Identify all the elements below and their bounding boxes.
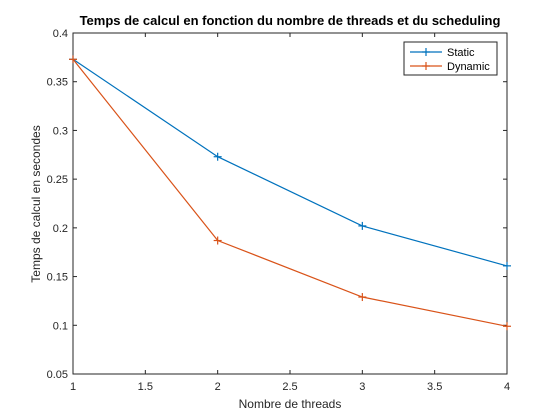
x-tick-label: 1.5 (138, 381, 153, 393)
series-line-dynamic (72, 58, 508, 327)
legend-box (403, 41, 498, 76)
y-tick-label: 0.4 (53, 28, 68, 40)
y-tick-label: 0.1 (53, 320, 68, 332)
data-point-dynamic (503, 322, 511, 331)
y-tick-label: 0.2 (53, 223, 68, 235)
legend-entry-static: Static (410, 47, 475, 59)
x-tick-label: 3 (359, 381, 365, 393)
y-tick-label: 0.25 (47, 174, 68, 186)
x-tick-label: 2 (215, 381, 221, 393)
x-tick-label: 2.5 (282, 381, 297, 393)
data-point-static (213, 152, 222, 161)
data-point-static (358, 221, 367, 230)
data-point-dynamic (358, 293, 367, 302)
series-line-static (72, 58, 508, 267)
chart-title: Temps de calcul en fonction du nombre de… (80, 13, 501, 28)
x-tick-label: 4 (504, 381, 510, 393)
data-point-static (503, 261, 511, 270)
y-axis-label: Temps de calcul en secondes (29, 125, 43, 282)
x-tick-label: 1 (70, 381, 76, 393)
y-tick-label: 0.35 (47, 77, 68, 89)
y-tick-label: 0.05 (47, 369, 68, 381)
x-tick-label: 3.5 (427, 381, 442, 393)
plot-area: 1 1.5 2 2.5 3 3.5 4 0.05 0.1 0.15 0.2 0.25 0.3 0.35 0.… (47, 28, 511, 393)
legend-label: Static (447, 47, 475, 59)
legend: Static Dynamic (403, 41, 498, 76)
data-point-dynamic (213, 236, 222, 245)
legend-entry-dynamic: Dynamic (410, 61, 490, 73)
y-tick-label: 0.3 (53, 125, 68, 137)
y-tick-label: 0.15 (47, 272, 68, 284)
data-point-dynamic (69, 55, 77, 64)
x-axis-label: Nombre de threads (239, 397, 342, 411)
legend-label: Dynamic (447, 61, 490, 73)
